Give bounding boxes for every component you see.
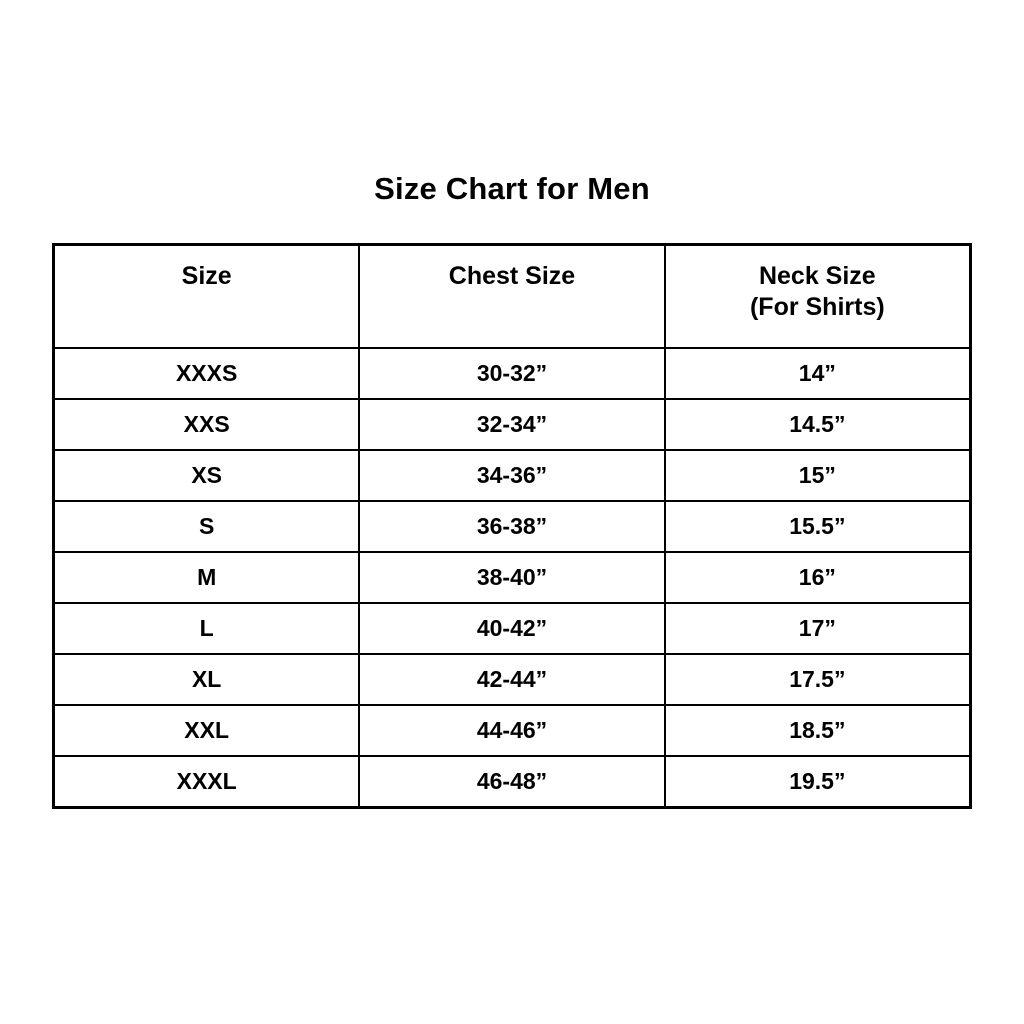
header-size: Size — [52, 243, 361, 349]
table-header-row: Size Chest Size Neck Size (For Shirts) — [52, 243, 972, 349]
size-cell: XL — [52, 653, 361, 706]
size-cell: XS — [52, 449, 361, 502]
size-chart-table: Size Chest Size Neck Size (For Shirts) X… — [52, 243, 972, 809]
neck-size-cell: 14.5” — [663, 398, 972, 451]
header-neck-size-label: Neck Size — [758, 262, 876, 290]
neck-size-cell: 18.5” — [663, 704, 972, 757]
size-cell: XXL — [52, 704, 361, 757]
table-row: L 40-42” 17” — [52, 602, 972, 655]
neck-size-cell: 17” — [663, 602, 972, 655]
table-row: M 38-40” 16” — [52, 551, 972, 604]
table-row: XXS 32-34” 14.5” — [52, 398, 972, 451]
chest-size-cell: 36-38” — [358, 500, 666, 553]
chest-size-cell: 32-34” — [358, 398, 666, 451]
table-row: XXXL 46-48” 19.5” — [52, 755, 972, 809]
chest-size-cell: 38-40” — [358, 551, 666, 604]
size-cell: XXS — [52, 398, 361, 451]
size-cell: XXXS — [52, 347, 361, 400]
neck-size-cell: 17.5” — [663, 653, 972, 706]
page-title: Size Chart for Men — [374, 171, 650, 206]
chest-size-cell: 46-48” — [358, 755, 666, 809]
header-size-label: Size — [181, 262, 232, 290]
neck-size-cell: 16” — [663, 551, 972, 604]
chest-size-cell: 42-44” — [358, 653, 666, 706]
neck-size-cell: 15” — [663, 449, 972, 502]
chest-size-cell: 34-36” — [358, 449, 666, 502]
table-body: XXXS 30-32” 14” XXS 32-34” 14.5” XS 34-3… — [52, 347, 972, 809]
size-cell: XXXL — [52, 755, 361, 809]
size-chart-page: Size Chart for Men Size Chest Size Neck … — [52, 171, 972, 809]
table-row: S 36-38” 15.5” — [52, 500, 972, 553]
size-cell: M — [52, 551, 361, 604]
chest-size-cell: 44-46” — [358, 704, 666, 757]
size-cell: L — [52, 602, 361, 655]
header-chest-size-label: Chest Size — [448, 262, 576, 290]
neck-size-cell: 15.5” — [663, 500, 972, 553]
table-row: XXXS 30-32” 14” — [52, 347, 972, 400]
neck-size-cell: 19.5” — [663, 755, 972, 809]
header-chest-size: Chest Size — [358, 243, 666, 349]
neck-size-cell: 14” — [663, 347, 972, 400]
table-header: Size Chest Size Neck Size (For Shirts) — [52, 243, 972, 349]
header-neck-size: Neck Size (For Shirts) — [663, 243, 972, 349]
table-row: XL 42-44” 17.5” — [52, 653, 972, 706]
chest-size-cell: 30-32” — [358, 347, 666, 400]
size-cell: S — [52, 500, 361, 553]
table-row: XXL 44-46” 18.5” — [52, 704, 972, 757]
chest-size-cell: 40-42” — [358, 602, 666, 655]
table-row: XS 34-36” 15” — [52, 449, 972, 502]
header-neck-size-sub: (For Shirts) — [749, 293, 885, 321]
